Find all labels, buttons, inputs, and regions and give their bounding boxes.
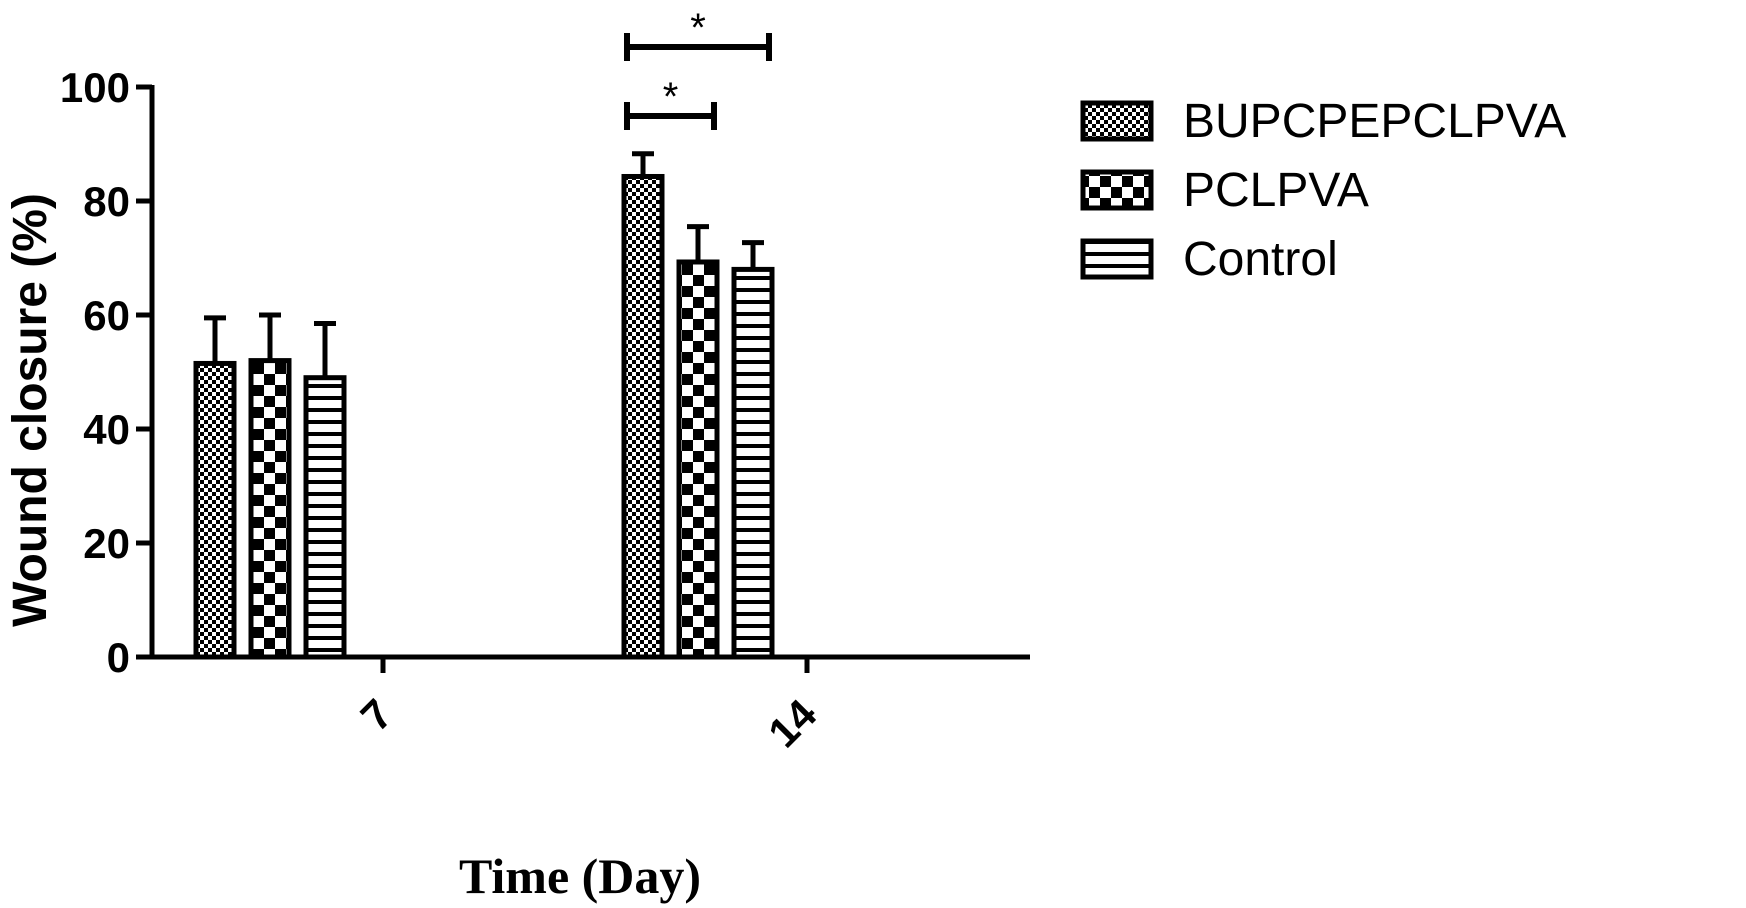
significance-star: * xyxy=(663,75,679,119)
bars xyxy=(193,151,775,660)
y-axis-label: Wound closure (%) xyxy=(4,193,57,627)
y-tick-label: 100 xyxy=(60,64,130,111)
y-tick-label: 80 xyxy=(83,178,130,225)
legend-swatch xyxy=(1080,169,1154,211)
significance-annotations: ** xyxy=(624,6,772,130)
x-axis-label: Time (Day) xyxy=(459,848,701,904)
y-tick-label: 0 xyxy=(107,634,130,681)
legend-label: BUPCPEPCLPVA xyxy=(1183,95,1566,148)
legend-swatch xyxy=(1080,238,1154,280)
bar xyxy=(193,360,237,660)
legend-label: PCLPVA xyxy=(1183,164,1369,217)
significance-star: * xyxy=(690,6,706,50)
x-tick-label: 14 xyxy=(759,690,826,757)
bar xyxy=(303,375,347,660)
y-tick-label: 40 xyxy=(83,406,130,453)
x-tick-label: 7 xyxy=(352,690,402,740)
legend-label: Control xyxy=(1183,233,1338,286)
bar xyxy=(676,259,720,660)
bar xyxy=(621,173,665,660)
legend: BUPCPEPCLPVA PCLPVA Control xyxy=(1080,95,1566,286)
y-tick-label: 60 xyxy=(83,292,130,339)
bar xyxy=(248,358,292,660)
y-tick-label: 20 xyxy=(83,520,130,567)
bar xyxy=(731,266,775,660)
legend-swatch xyxy=(1080,100,1154,142)
